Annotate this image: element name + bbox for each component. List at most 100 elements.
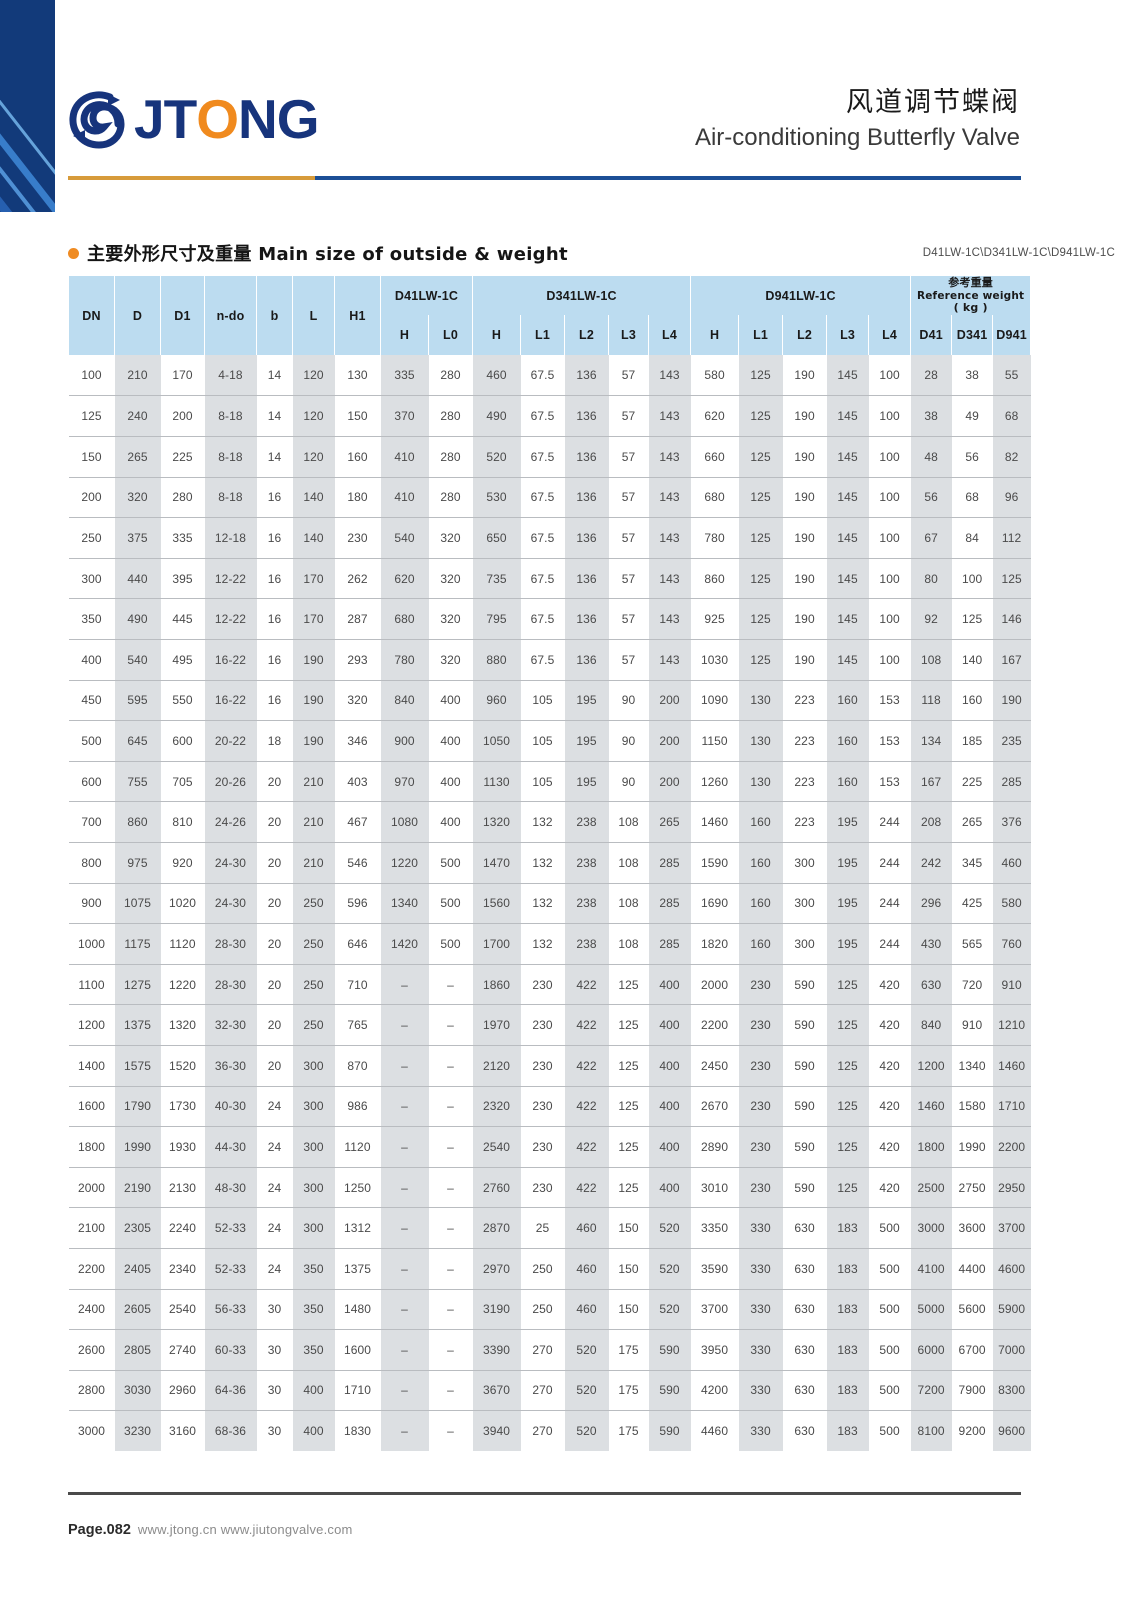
table-cell: 1860 bbox=[472, 964, 521, 1006]
table-cell: 190 bbox=[782, 477, 827, 519]
table-row: 2100 2305 2240 52-33 24 300 1312– –2870 25 460 150… bbox=[68, 1207, 1031, 1249]
table-cell: 320 bbox=[428, 517, 473, 559]
table-cell: 590 bbox=[782, 964, 827, 1006]
table-cell: 208 bbox=[910, 801, 952, 843]
table-cell: 1130 bbox=[472, 761, 521, 803]
table-row: 600 755 705 20-26 20 210 403 970 400 1130 105 195 90… bbox=[68, 761, 1031, 803]
table-cell: – bbox=[380, 1370, 429, 1412]
refweight-unit: ( kg ) bbox=[953, 300, 988, 314]
table-cell: 3390 bbox=[472, 1329, 521, 1371]
table-cell: 1560 bbox=[472, 883, 521, 925]
table-cell: 30 bbox=[256, 1370, 293, 1412]
table-cell: 422 bbox=[564, 1004, 609, 1046]
table-cell: 18 bbox=[256, 720, 293, 762]
table-row: 700 860 810 24-26 20 210 467 1080 400 1320 132 238 1… bbox=[68, 801, 1031, 843]
table-cell: 900 bbox=[68, 883, 115, 925]
table-cell: 100 bbox=[868, 558, 911, 600]
table-cell: 500 bbox=[868, 1207, 911, 1249]
table-cell: 210 bbox=[292, 801, 335, 843]
col-header-d941-l2: L2 bbox=[782, 315, 828, 356]
table-cell: 190 bbox=[782, 558, 827, 600]
col-header-weight-d41: D41 bbox=[910, 315, 953, 356]
table-cell: 4-18 bbox=[204, 355, 257, 397]
table-cell: 190 bbox=[292, 680, 335, 722]
table-row: 150 265 225 8-18 14 120 160 410 280 520 67.5 136 57 1… bbox=[68, 436, 1031, 478]
table-cell: 1220 bbox=[380, 842, 429, 884]
table-cell: 420 bbox=[868, 1126, 911, 1168]
table-cell: 795 bbox=[472, 598, 521, 640]
table-cell: 57 bbox=[608, 355, 649, 397]
table-cell: 118 bbox=[910, 680, 952, 722]
table-cell: 500 bbox=[868, 1410, 911, 1452]
table-cell: 125 bbox=[738, 517, 783, 559]
table-cell: 422 bbox=[564, 964, 609, 1006]
table-cell: 1030 bbox=[690, 639, 739, 681]
table-cell: 125 bbox=[738, 395, 783, 438]
table-cell: 4460 bbox=[690, 1410, 739, 1452]
table-cell: – bbox=[380, 1167, 429, 1209]
table-cell: 300 bbox=[782, 923, 827, 965]
table-cell: 400 bbox=[648, 1126, 691, 1168]
table-cell: 300 bbox=[68, 558, 115, 600]
table-cell: 1075 bbox=[114, 883, 161, 925]
table-cell: 467 bbox=[334, 801, 381, 843]
bullet-icon bbox=[68, 247, 79, 259]
table-cell: 810 bbox=[160, 801, 205, 843]
table-cell: 2670 bbox=[690, 1086, 739, 1128]
refweight-en: Reference weight bbox=[916, 289, 1025, 302]
col-header-d341-l3: L3 bbox=[608, 315, 650, 356]
header-rule-orange bbox=[68, 176, 315, 180]
table-cell: 350 bbox=[68, 598, 115, 640]
table-cell: 143 bbox=[648, 395, 691, 438]
table-cell: – bbox=[380, 1329, 429, 1371]
table-cell: 190 bbox=[782, 355, 827, 397]
table-cell: 1250 bbox=[334, 1167, 381, 1209]
table-cell: – bbox=[428, 1207, 473, 1249]
table-cell: 330 bbox=[738, 1248, 783, 1290]
table-cell: 230 bbox=[738, 1045, 783, 1087]
table-cell: 140 bbox=[292, 517, 335, 559]
table-cell: 300 bbox=[782, 883, 827, 925]
table-cell: 125 bbox=[826, 1045, 869, 1087]
table-cell: 285 bbox=[648, 883, 691, 925]
table-cell: 160 bbox=[738, 923, 783, 965]
table-row: 200 320 280 8-18 16 140 180 410 280 530 67.5 136 57 1… bbox=[68, 477, 1031, 519]
spec-table-wrap: DN D D1 n-do b L H1 D41LW-1C D341LW-1C D… bbox=[68, 276, 1032, 1452]
table-cell: 136 bbox=[564, 355, 609, 397]
table-cell: 130 bbox=[738, 761, 783, 803]
table-cell: – bbox=[380, 1207, 429, 1249]
table-cell: 350 bbox=[292, 1248, 335, 1290]
table-cell: 580 bbox=[992, 883, 1031, 925]
table-cell: 145 bbox=[826, 558, 869, 600]
table-cell: 1275 bbox=[114, 964, 161, 1006]
table-cell: 1080 bbox=[380, 801, 429, 843]
table-cell: 244 bbox=[868, 801, 911, 843]
table-cell: 132 bbox=[520, 883, 565, 925]
table-cell: 4600 bbox=[992, 1248, 1031, 1290]
table-cell: – bbox=[428, 1370, 473, 1412]
table-cell: – bbox=[428, 964, 473, 1006]
table-cell: 1375 bbox=[334, 1248, 381, 1290]
table-cell: 2960 bbox=[160, 1370, 205, 1412]
table-cell: 100 bbox=[868, 639, 911, 681]
table-cell: 90 bbox=[608, 720, 649, 762]
table-cell: 280 bbox=[428, 355, 473, 397]
table-cell: 1120 bbox=[160, 923, 205, 965]
table-cell: 2970 bbox=[472, 1248, 521, 1290]
table-cell: 136 bbox=[564, 639, 609, 681]
table-cell: 520 bbox=[564, 1329, 609, 1371]
table-cell: 143 bbox=[648, 355, 691, 397]
table-cell: 3000 bbox=[68, 1410, 115, 1452]
table-cell: 56-33 bbox=[204, 1289, 257, 1331]
table-cell: 880 bbox=[472, 639, 521, 681]
table-cell: 540 bbox=[114, 639, 161, 681]
table-cell: 183 bbox=[826, 1329, 869, 1371]
table-bottom-rule bbox=[68, 1492, 1021, 1495]
table-cell: 240 bbox=[114, 395, 161, 438]
table-cell: 2500 bbox=[910, 1167, 952, 1209]
table-cell: 1200 bbox=[68, 1004, 115, 1046]
col-header-d: D bbox=[114, 276, 161, 356]
table-cell: 1400 bbox=[68, 1045, 115, 1087]
table-cell: 450 bbox=[68, 680, 115, 722]
table-cell: 2540 bbox=[472, 1126, 521, 1168]
